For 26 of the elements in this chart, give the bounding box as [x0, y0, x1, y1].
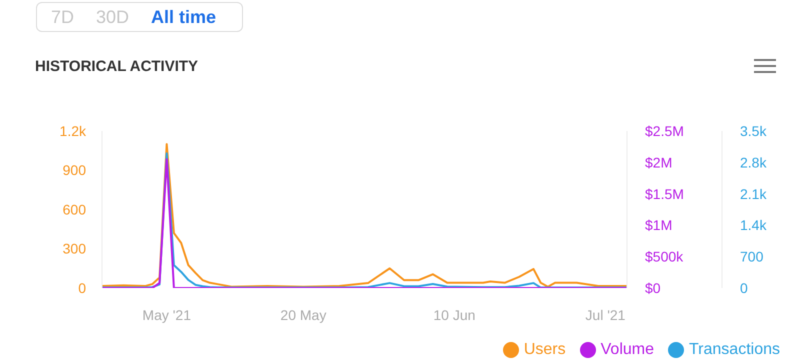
y-tick-label: 1.2k	[60, 122, 87, 139]
x-tick-label: Jul '21	[585, 306, 626, 323]
y2-tick-label: $1.5M	[645, 186, 684, 202]
y2-tick-label: $2.5M	[645, 122, 684, 139]
y2-tick-label: $2M	[645, 154, 672, 170]
y2-tick-label: $500k	[645, 248, 684, 265]
x-tick-label: May '21	[142, 306, 192, 323]
time-range-selector: 7D 30D All time	[36, 2, 243, 32]
legend-label: Volume	[600, 341, 654, 359]
y-tick-label: 900	[62, 162, 86, 178]
y-tick-label: 600	[62, 201, 86, 218]
y3-tick-label: 2.1k	[740, 186, 768, 202]
x-tick-label: 10 Jun	[433, 306, 476, 323]
y2-tick-label: $0	[645, 280, 661, 296]
y3-tick-label: 2.8k	[740, 154, 768, 170]
y3-tick-label: 0	[740, 280, 748, 296]
y3-tick-label: 700	[740, 248, 764, 265]
y2-tick-label: $1M	[645, 217, 672, 234]
legend-label: Transactions	[688, 341, 780, 359]
legend-label: Users	[522, 341, 566, 359]
y-tick-label: 300	[62, 240, 86, 257]
y3-tick-label: 3.5k	[740, 122, 768, 139]
y3-tick-label: 1.4k	[740, 217, 768, 234]
x-tick-label: 20 May	[280, 306, 326, 323]
y-tick-label: 0	[78, 280, 86, 296]
chart-title: HISTORICAL ACTIVITY	[35, 58, 198, 75]
